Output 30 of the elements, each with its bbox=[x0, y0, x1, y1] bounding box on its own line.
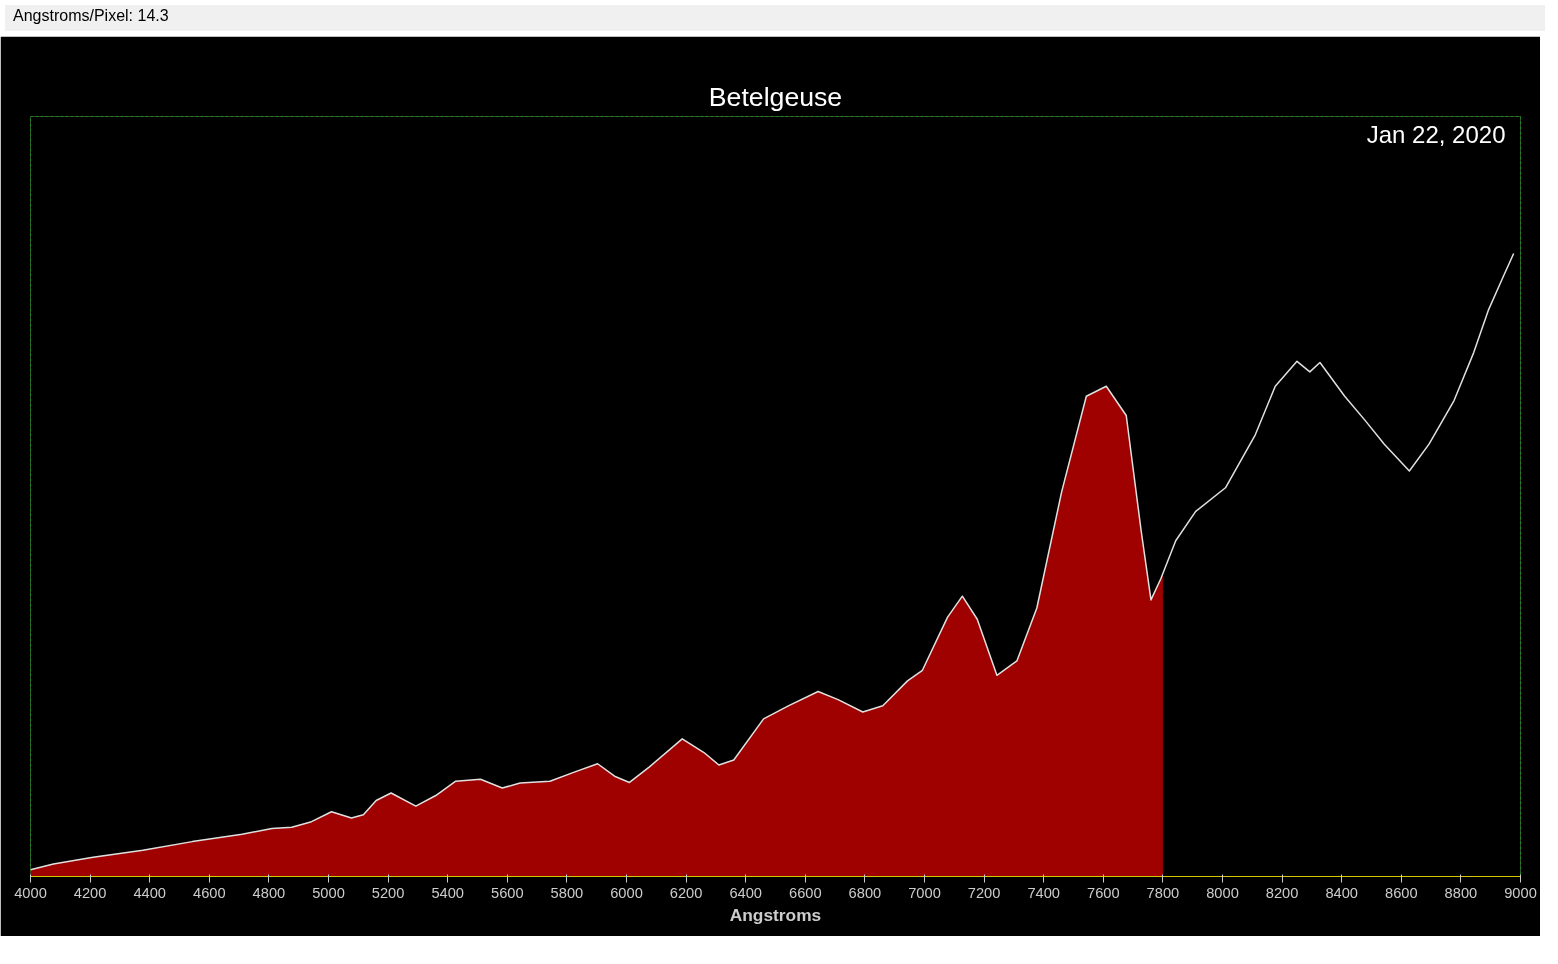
x-tick-label: 4200 bbox=[73, 884, 107, 901]
x-tick-label: 7000 bbox=[908, 884, 941, 901]
x-tick-label: 8600 bbox=[1385, 884, 1418, 901]
x-tick-label: 5000 bbox=[312, 884, 345, 901]
chart-title: Betelgeuse bbox=[708, 81, 843, 112]
text: Angstroms/Pixel: 14.3 bbox=[13, 6, 169, 26]
x-tick-label: 5800 bbox=[550, 884, 584, 901]
text: Jan 22, 2020 bbox=[1366, 120, 1506, 148]
x-tick-label: 7600 bbox=[1087, 884, 1120, 901]
x-tick-label: 7200 bbox=[967, 884, 1001, 901]
x-tick-label: 7800 bbox=[1146, 884, 1180, 901]
x-tick-label: 8800 bbox=[1444, 884, 1478, 901]
x-tick-label: 6400 bbox=[729, 884, 763, 901]
x-tick-label: 8200 bbox=[1265, 884, 1299, 901]
x-axis-title: Angstroms bbox=[729, 904, 822, 925]
x-tick-label: 4000 bbox=[14, 884, 47, 901]
x-tick-label: 4800 bbox=[252, 884, 286, 901]
x-tick-label: 8400 bbox=[1325, 884, 1359, 901]
x-tick-label: 5200 bbox=[371, 884, 405, 901]
x-tick-label: 6800 bbox=[848, 884, 882, 901]
x-tick-label: 5400 bbox=[431, 884, 465, 901]
x-tick-label: 6200 bbox=[669, 884, 703, 901]
x-tick-label: 8000 bbox=[1206, 884, 1239, 901]
x-tick-label: 5600 bbox=[491, 884, 524, 901]
x-tick-label: 4400 bbox=[133, 884, 167, 901]
x-tick-label: 9000 bbox=[1504, 884, 1537, 901]
x-tick-label: 6600 bbox=[789, 884, 822, 901]
x-tick-label: 4600 bbox=[193, 884, 226, 901]
x-tick-label: 7400 bbox=[1027, 884, 1061, 901]
x-tick-label: 6000 bbox=[610, 884, 643, 901]
